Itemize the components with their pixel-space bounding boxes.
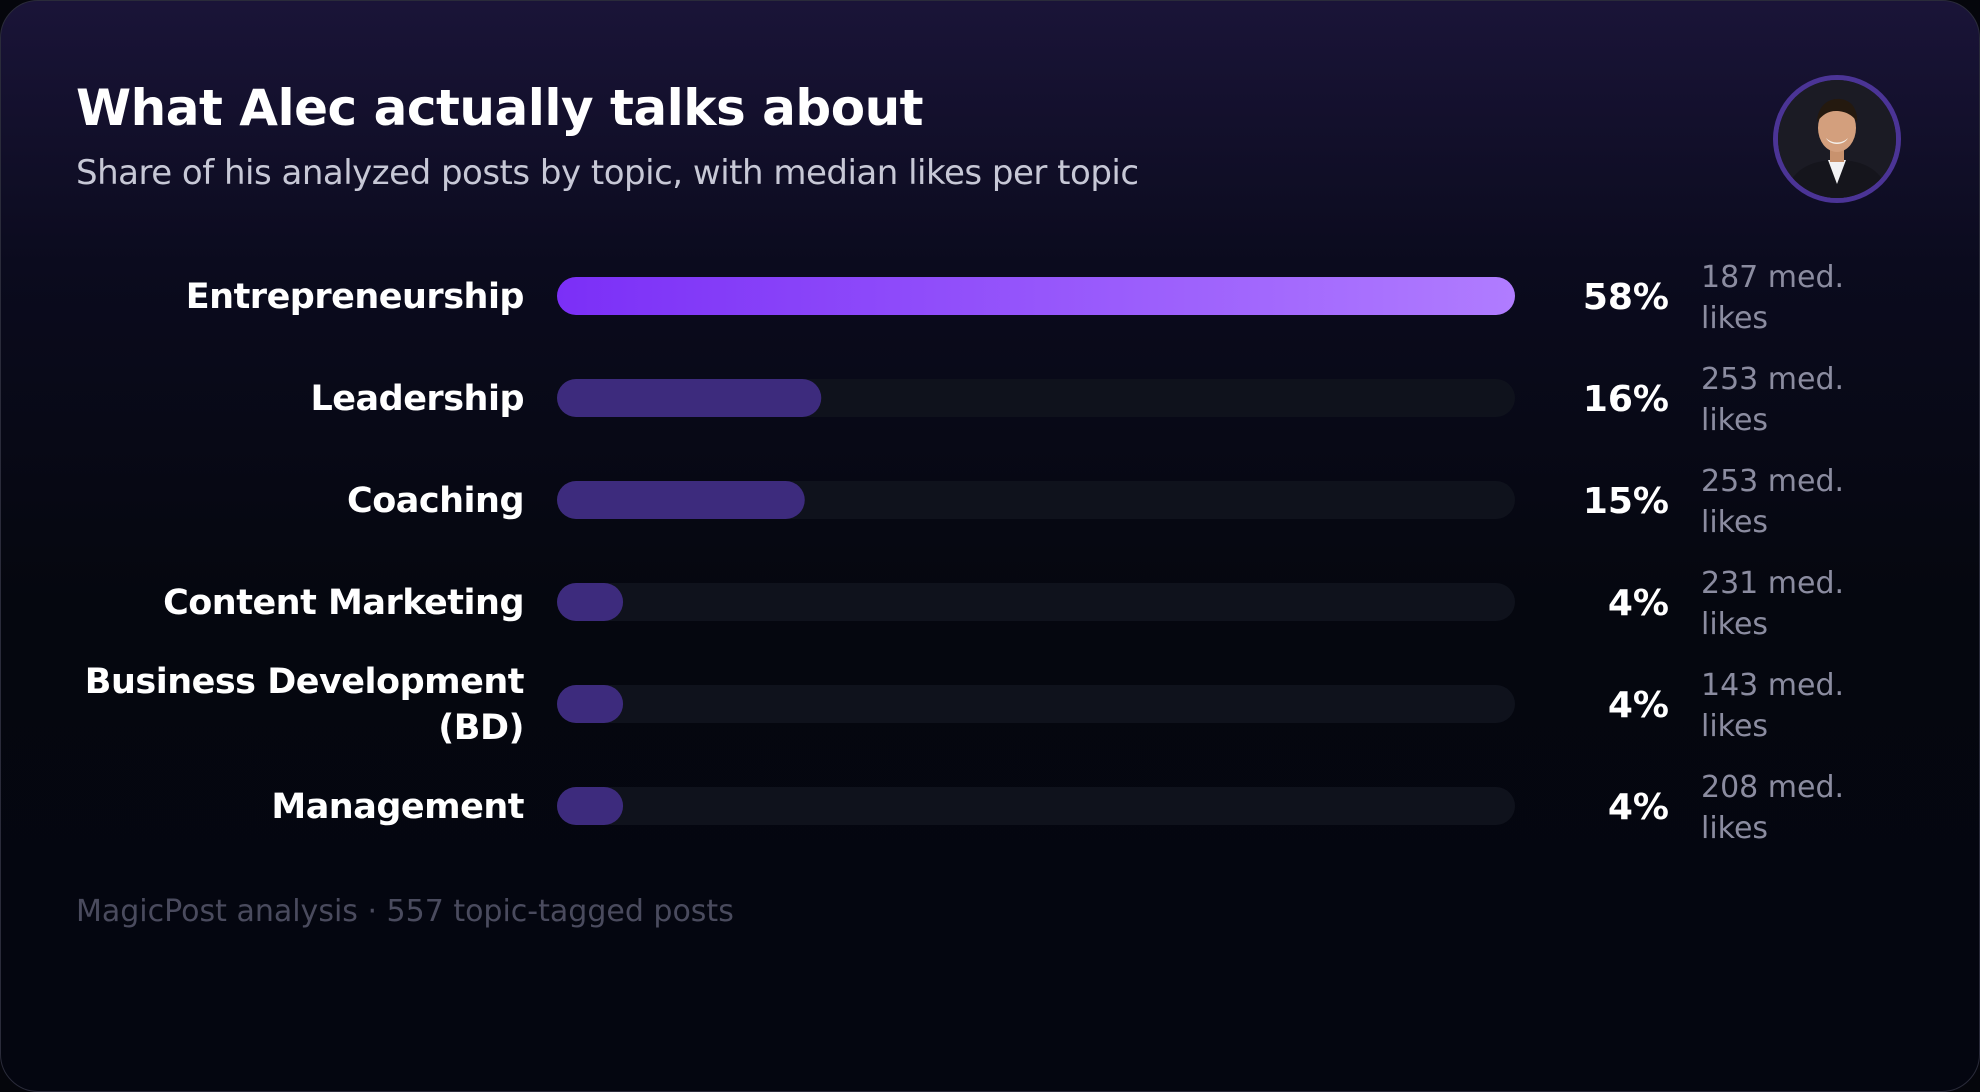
value-label: 16% — [1583, 379, 1669, 420]
median-likes-label: 187 med. likes — [1701, 260, 1844, 336]
avatar — [1773, 75, 1901, 203]
bar — [557, 481, 805, 519]
value-label: 4% — [1608, 685, 1669, 726]
category-label: Management — [271, 787, 524, 827]
bar-track — [557, 583, 1515, 621]
chart-title: What Alec actually talks about — [76, 79, 924, 137]
bar-chart: Entrepreneurship 58% 187 med. likes Leadersh… — [85, 260, 1844, 846]
value-label: 4% — [1608, 787, 1669, 828]
value-label: 15% — [1583, 481, 1669, 522]
median-likes-label: 253 med. likes — [1701, 362, 1844, 438]
value-label: 4% — [1608, 583, 1669, 624]
category-label: Business Development (BD) — [85, 662, 524, 748]
median-likes-label: 253 med. likes — [1701, 464, 1844, 540]
median-likes-label: 231 med. likes — [1701, 566, 1844, 642]
category-label: Leadership — [310, 379, 524, 419]
category-label: Coaching — [347, 481, 524, 521]
bar-track — [557, 685, 1515, 723]
bar — [557, 379, 822, 417]
bar — [557, 583, 624, 621]
category-label: Entrepreneurship — [186, 277, 524, 317]
bar-track — [557, 787, 1515, 825]
footer-note: MagicPost analysis · 557 topic-tagged po… — [76, 894, 734, 929]
person-avatar-icon — [1778, 80, 1896, 198]
bar — [557, 277, 1515, 315]
value-label: 58% — [1583, 277, 1669, 318]
median-likes-label: 143 med. likes — [1701, 668, 1844, 744]
bar — [557, 787, 624, 825]
category-label: Content Marketing — [163, 583, 524, 623]
chart-subtitle: Share of his analyzed posts by topic, wi… — [76, 153, 1139, 193]
bar — [557, 685, 624, 723]
median-likes-label: 208 med. likes — [1701, 770, 1844, 846]
